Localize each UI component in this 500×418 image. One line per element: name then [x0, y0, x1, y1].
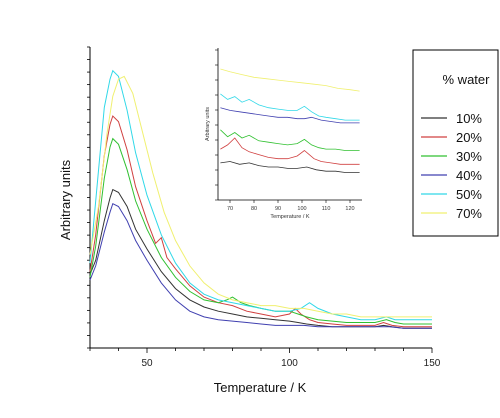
inset-x-tick-label: 100	[297, 206, 306, 212]
x-axis-title: Temperature / K	[214, 380, 307, 395]
inset-x-tick-label: 120	[345, 206, 354, 212]
inset-series-line-20pct	[220, 137, 360, 165]
legend-title: % water	[443, 72, 491, 87]
inset-series-line-70pct	[220, 68, 360, 92]
legend: % water 10% 20% 30% 40% 50% 70%	[412, 49, 499, 237]
legend-label-70pct: 70%	[456, 206, 482, 221]
legend-box	[412, 49, 499, 237]
legend-label-40pct: 40%	[456, 168, 482, 183]
x-tick-label: 100	[281, 358, 298, 369]
legend-entries: 10% 20% 30% 40% 50% 70%	[421, 111, 482, 221]
inset-x-tick-label: 80	[251, 206, 257, 212]
x-tick-label: 50	[141, 358, 153, 369]
series-line-50pct	[89, 69, 432, 321]
inset-y-axis-ticks	[215, 49, 218, 201]
legend-label-30pct: 30%	[456, 149, 482, 164]
legend-label-50pct: 50%	[456, 187, 482, 202]
x-tick-label: 150	[424, 358, 441, 369]
x-axis-ticks	[89, 348, 433, 353]
series-line-70pct	[89, 75, 432, 318]
inset-series-group	[220, 68, 360, 173]
inset-series-line-50pct	[220, 93, 360, 121]
inset-y-axis-title: Arbitrary units	[205, 107, 211, 141]
inset-x-tick-label: 90	[275, 206, 281, 212]
inset-x-axis-ticks: 70 80 90 100 110 120	[227, 200, 355, 212]
inset-x-tick-label: 110	[322, 206, 331, 212]
series-line-10pct	[89, 188, 432, 329]
legend-label-20pct: 20%	[456, 130, 482, 145]
inset-series-line-10pct	[220, 161, 360, 173]
series-line-20pct	[89, 115, 432, 328]
main-series-group	[89, 69, 432, 329]
inset-x-axis-title: Temperature / K	[270, 214, 309, 220]
inset-plot: 70 80 90 100 110 120 Temperature / K Arbitrar…	[205, 48, 362, 220]
inset-x-tick-label: 70	[227, 206, 233, 212]
x-axis-tick-labels: 50 100 150	[141, 358, 440, 369]
y-axis-ticks	[87, 46, 90, 349]
inset-series-line-30pct	[220, 129, 360, 151]
main-plot: 50 100 150	[87, 46, 441, 369]
legend-label-10pct: 10%	[456, 111, 482, 126]
y-axis-title: Arbitrary units	[58, 159, 73, 240]
inset-series-line-40pct	[220, 107, 360, 124]
series-line-30pct	[89, 137, 432, 325]
series-line-40pct	[89, 202, 432, 329]
inset-frame	[218, 48, 362, 200]
